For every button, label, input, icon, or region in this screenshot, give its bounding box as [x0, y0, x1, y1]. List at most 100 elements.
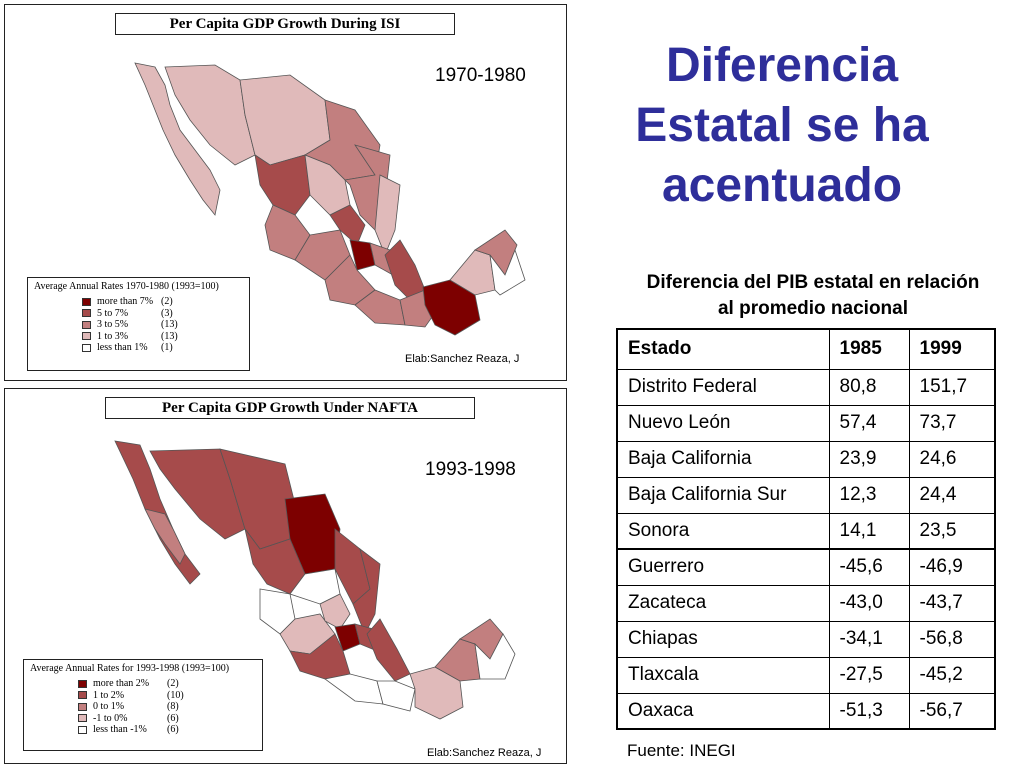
- map-title: Per Capita GDP Growth Under NAFTA: [105, 397, 475, 419]
- caption-line: al promedio nacional: [717, 298, 909, 319]
- state-region: [319, 593, 351, 630]
- legend-swatch: [78, 702, 87, 711]
- cell-1985: -43,0: [828, 584, 910, 622]
- legend-swatch: [82, 320, 91, 329]
- legend-swatch: [82, 309, 91, 318]
- legend-label: less than -1%: [93, 724, 147, 736]
- legend-item: 3 to 5% (13): [34, 319, 243, 331]
- table-row: Tlaxcala -27,5 -45,2: [616, 656, 996, 694]
- table-row: Zacateca -43,0 -43,7: [616, 584, 996, 622]
- cell-1999: 151,7: [908, 368, 996, 406]
- period-label: 1970-1980: [435, 65, 526, 86]
- state-region: [366, 618, 411, 682]
- legend-label: 1 to 3%: [97, 330, 129, 342]
- map-legend: Average Annual Rates for 1993-1998 (1993…: [23, 659, 263, 751]
- table-row: Baja California Sur 12,3 24,4: [616, 476, 996, 514]
- map-credit: Elab:Sanchez Reaza, J: [405, 353, 520, 365]
- cell-state: Oaxaca: [616, 692, 830, 730]
- legend-label: more than 7%: [97, 296, 154, 308]
- table-row: Sonora 14,1 23,5: [616, 512, 996, 550]
- legend-count: (2): [167, 678, 179, 690]
- cell-1985: 80,8: [828, 368, 910, 406]
- state-region: [289, 633, 351, 680]
- cell-1999: 24,4: [908, 476, 996, 514]
- cell-1985: 23,9: [828, 440, 910, 478]
- table-row: Guerrero -45,6 -46,9: [616, 548, 996, 586]
- legend-count: (10): [167, 689, 184, 701]
- state-region: [384, 239, 426, 301]
- legend-label: less than 1%: [97, 342, 148, 354]
- table-row: Nuevo León 57,4 73,7: [616, 404, 996, 442]
- legend-item: 0 to 1% (8): [30, 701, 256, 713]
- title-line: acentuado: [661, 159, 903, 212]
- state-region: [374, 174, 401, 257]
- cell-state: Nuevo León: [616, 404, 830, 442]
- state-region: [144, 508, 186, 565]
- legend-item: 5 to 7% (3): [34, 308, 243, 320]
- cell-state: Tlaxcala: [616, 656, 830, 694]
- legend-item: more than 7% (2): [34, 296, 243, 308]
- cell-1999: 73,7: [908, 404, 996, 442]
- cell-1985: -27,5: [828, 656, 910, 694]
- table-row: Baja California 23,9 24,6: [616, 440, 996, 478]
- legend-label: 5 to 7%: [97, 307, 129, 319]
- legend-item: less than 1% (1): [34, 342, 243, 354]
- map-panel-1993-1998: Per Capita GDP Growth Under NAFTA 1993-1…: [4, 388, 567, 764]
- legend-label: 0 to 1%: [93, 701, 125, 713]
- legend-item: 1 to 3% (13): [34, 331, 243, 343]
- map-credit: Elab:Sanchez Reaza, J: [427, 747, 542, 759]
- state-region: [134, 62, 221, 216]
- table-row: Chiapas -34,1 -56,8: [616, 620, 996, 658]
- state-region: [474, 633, 516, 680]
- legend-count: (6): [167, 724, 179, 736]
- table-caption: Diferencia del PIB estatal en relación a…: [604, 270, 1022, 322]
- legend-count: (6): [167, 712, 179, 724]
- state-region: [489, 248, 526, 296]
- legend-title: Average Annual Rates 1970-1980 (1993=100…: [34, 281, 219, 292]
- cell-state: Zacateca: [616, 584, 830, 622]
- legend-count: (1): [161, 342, 173, 354]
- column-header: 1999: [908, 328, 996, 370]
- legend-count: (13): [161, 319, 178, 331]
- legend-label: -1 to 0%: [93, 712, 128, 724]
- cell-1985: -34,1: [828, 620, 910, 658]
- legend-item: less than -1% (6): [30, 724, 256, 736]
- state-region: [329, 204, 366, 246]
- cell-1999: -56,8: [908, 620, 996, 658]
- cell-1999: -43,7: [908, 584, 996, 622]
- cell-1985: 14,1: [828, 512, 910, 550]
- gdp-difference-table: Estado 1985 1999 Distrito Federal 80,8 1…: [616, 328, 996, 730]
- cell-state: Baja California Sur: [616, 476, 830, 514]
- cell-state: Baja California: [616, 440, 830, 478]
- legend-count: (8): [167, 701, 179, 713]
- legend-title: Average Annual Rates for 1993-1998 (1993…: [30, 663, 230, 674]
- cell-1999: 24,6: [908, 440, 996, 478]
- legend-label: 3 to 5%: [97, 319, 129, 331]
- legend-item: -1 to 0% (6): [30, 713, 256, 725]
- legend-count: (2): [161, 296, 173, 308]
- title-line: Diferencia: [665, 39, 899, 92]
- legend-item: more than 2% (2): [30, 678, 256, 690]
- legend-count: (3): [161, 307, 173, 319]
- mexico-map-1993-1998: [114, 440, 516, 720]
- column-header: 1985: [828, 328, 910, 370]
- legend-swatch: [78, 714, 87, 723]
- map-title: Per Capita GDP Growth During ISI: [115, 13, 455, 35]
- legend-item: 1 to 2% (10): [30, 690, 256, 702]
- cell-1985: 12,3: [828, 476, 910, 514]
- cell-1999: -45,2: [908, 656, 996, 694]
- table-row: Oaxaca -51,3 -56,7: [616, 692, 996, 730]
- legend-swatch: [78, 691, 87, 700]
- cell-1999: -56,7: [908, 692, 996, 730]
- caption-line: Diferencia del PIB estatal en relación: [646, 272, 980, 293]
- legend-label: more than 2%: [93, 678, 150, 690]
- legend-swatch: [82, 297, 91, 306]
- state-region: [324, 673, 384, 705]
- title-line: Estatal se ha: [635, 99, 929, 152]
- cell-1985: -45,6: [828, 548, 910, 586]
- legend-swatch: [78, 679, 87, 688]
- state-region: [289, 568, 341, 605]
- map-panel-1970-1980: Per Capita GDP Growth During ISI 1970-19…: [4, 4, 567, 381]
- cell-state: Guerrero: [616, 548, 830, 586]
- page-title: Diferencia Estatal se ha acentuado: [592, 36, 972, 216]
